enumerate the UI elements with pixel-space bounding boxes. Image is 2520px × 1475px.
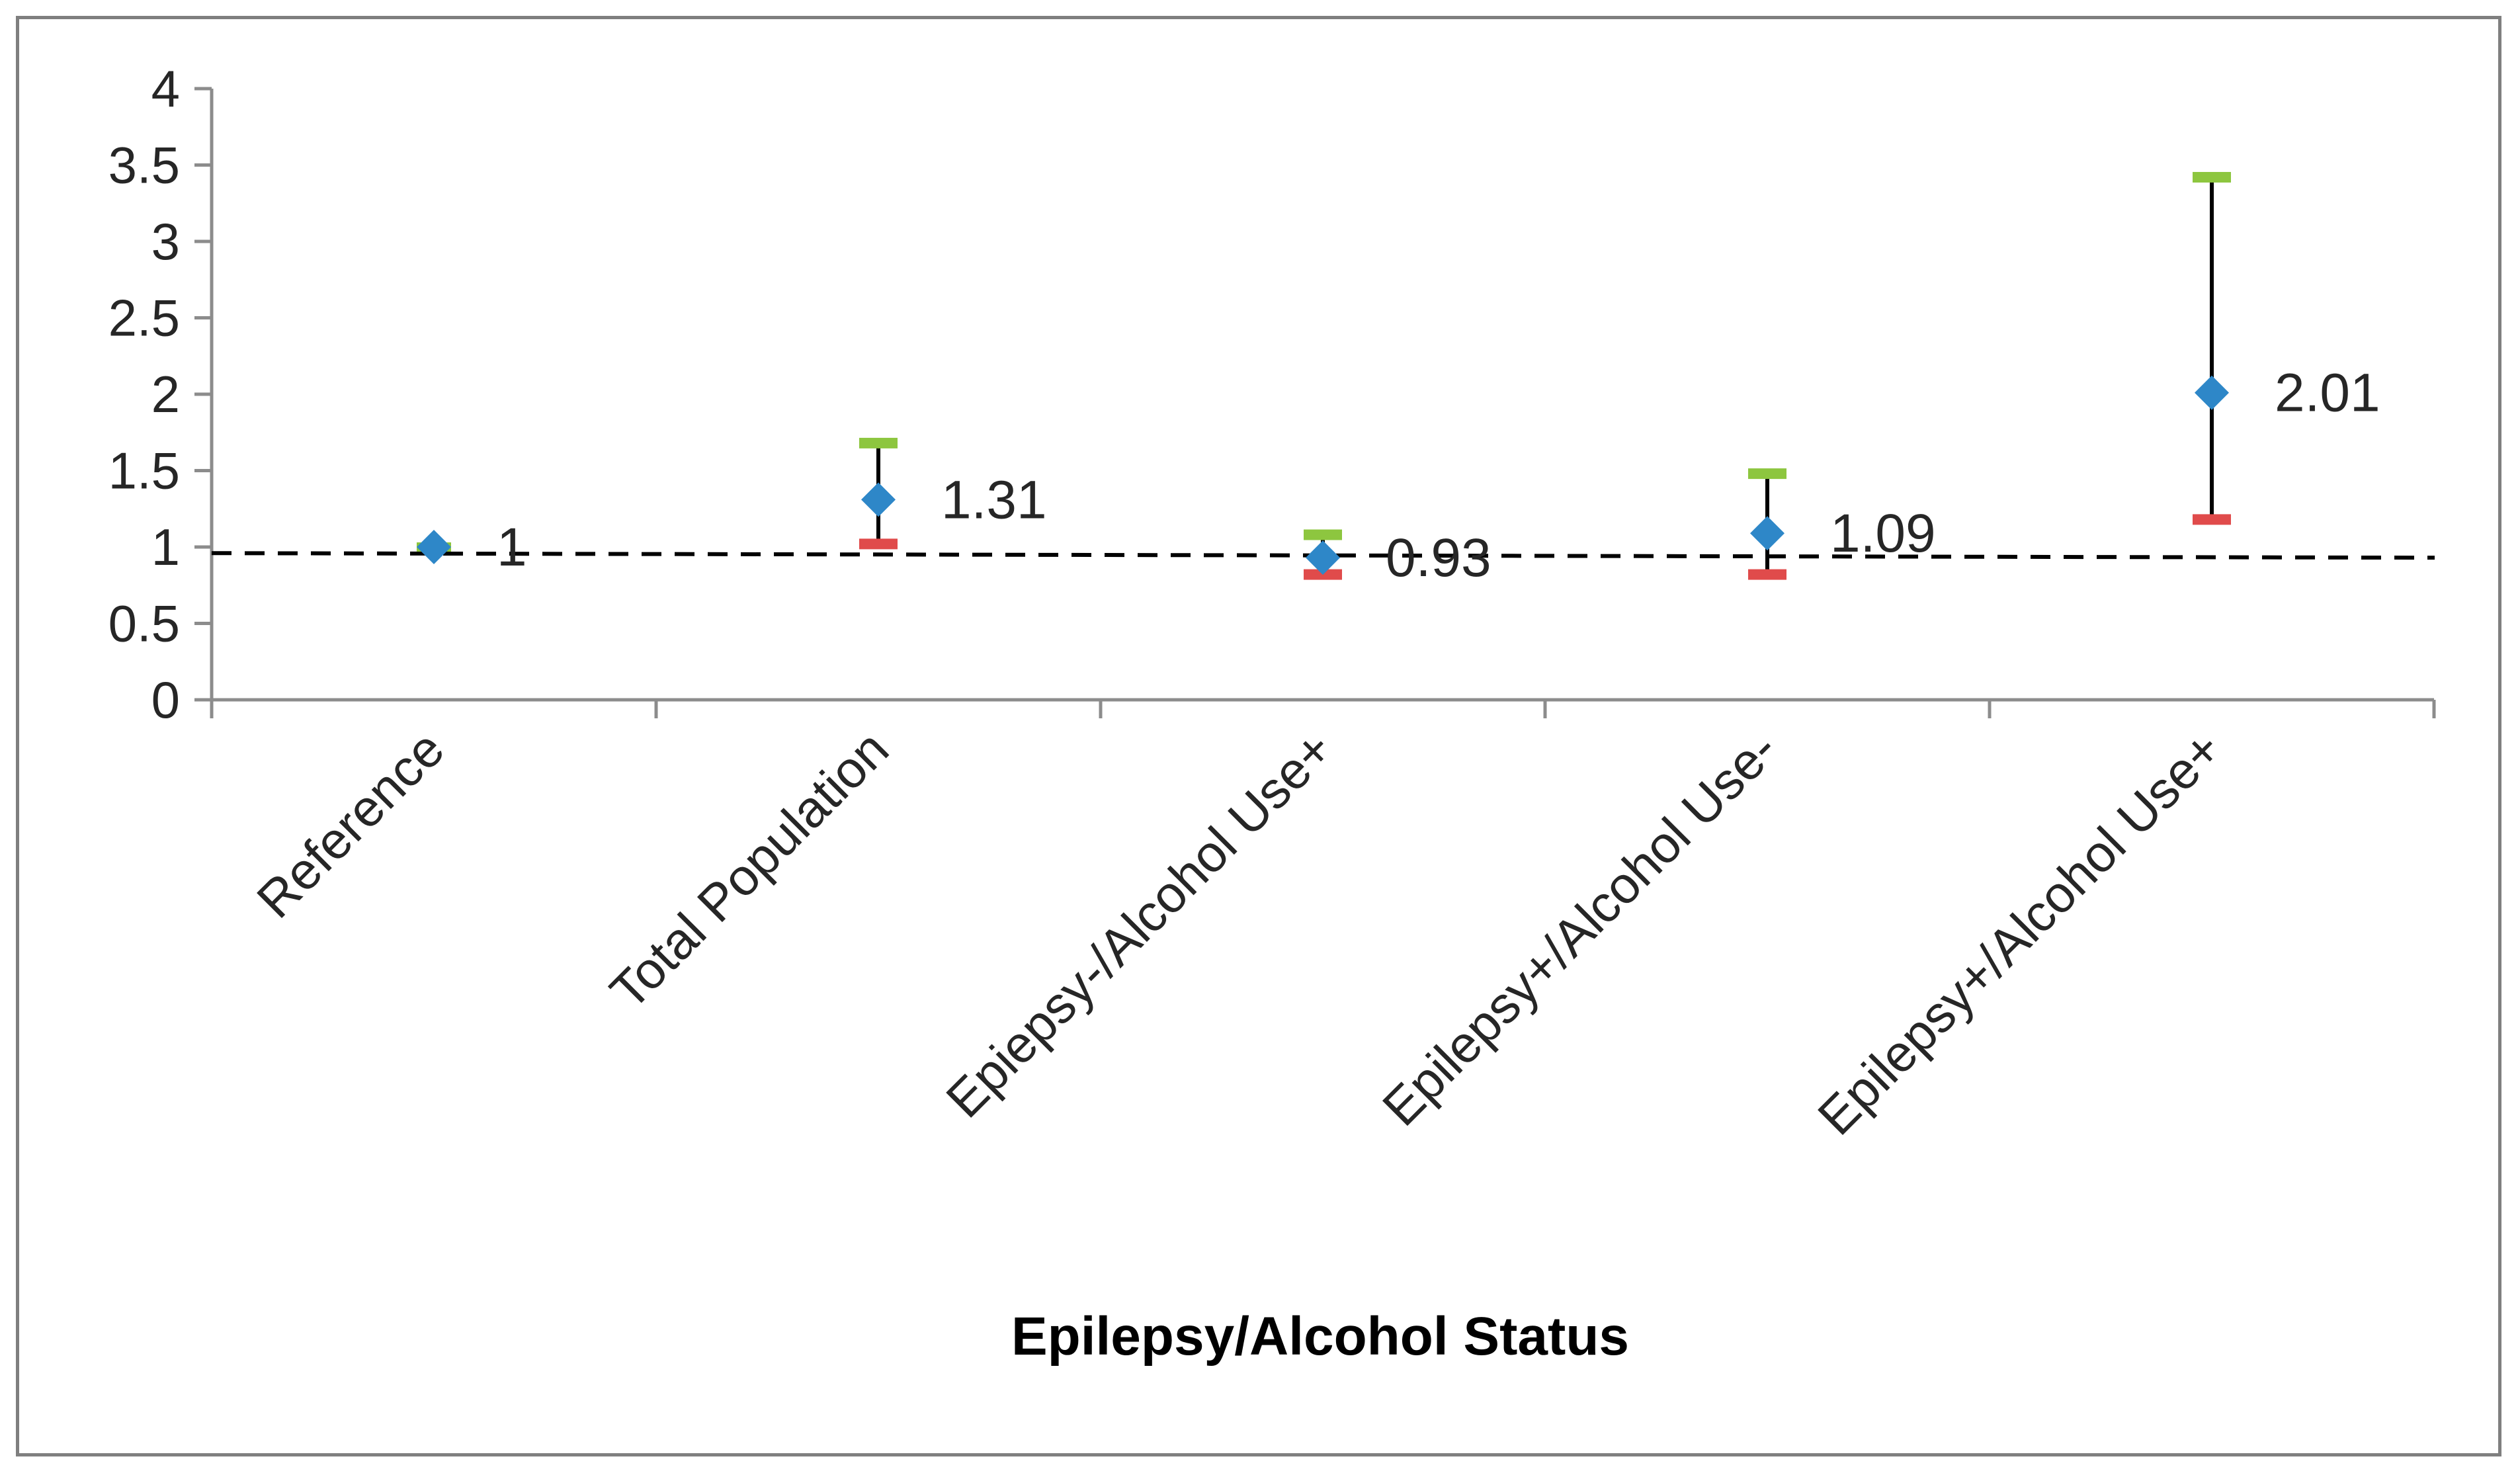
data-labels: 1 1.31 0.93 1.09 2.01 [497, 363, 2380, 588]
y-tick-label: 0 [151, 671, 180, 729]
upper-ci-cap [1304, 529, 1342, 540]
x-axis: Reference Total Population Epiepsy-/Alcoho… [210, 698, 2436, 1146]
data-point-marker [417, 530, 451, 564]
y-axis: 0 0.5 1 1.5 2 2.5 3 3.5 4 [108, 60, 214, 729]
data-value-label: 1 [497, 517, 527, 577]
lower-ci-cap [2193, 514, 2231, 525]
data-value-label: 0.93 [1386, 528, 1491, 588]
x-category-label: Epiepsy-/Alcohol Use+ [935, 720, 1344, 1129]
x-category-label: Epilepsy+/Alcohol Use- [1371, 720, 1788, 1137]
reference-line [211, 551, 2435, 560]
lower-ci-cap [1748, 569, 1786, 580]
y-tick-label: 0.5 [108, 595, 180, 653]
y-tick-label: 1.5 [108, 442, 180, 500]
y-tick-label: 1 [151, 518, 180, 576]
chart-frame [16, 16, 2501, 1456]
x-category-label: Epilepsy+/Alcohol Use+ [1806, 720, 2233, 1146]
markers [417, 375, 2229, 575]
reference-line-group [211, 551, 2435, 560]
upper-ci-cap [2193, 171, 2231, 183]
x-category-label: Reference [245, 720, 455, 929]
data-value-label: 2.01 [2275, 363, 2380, 423]
lower-ci-cap [859, 538, 898, 550]
y-tick-label: 4 [151, 60, 180, 118]
y-tick-label: 3.5 [108, 136, 180, 194]
data-point-marker [2195, 375, 2229, 410]
data-point-marker [1750, 516, 1785, 551]
y-tick-label: 2 [151, 365, 180, 423]
y-tick-label: 3 [151, 212, 180, 271]
upper-ci-cap [1748, 468, 1786, 480]
x-axis-title: Epilepsy/Alcohol Status [1011, 1306, 1629, 1367]
x-category-label: Total Population [599, 720, 900, 1021]
data-point-marker [1306, 540, 1340, 575]
data-point-marker [861, 482, 896, 517]
data-value-label: 1.09 [1830, 503, 1936, 564]
data-value-label: 1.31 [941, 470, 1047, 530]
error-bars [417, 171, 2231, 580]
upper-ci-cap [859, 437, 898, 448]
y-tick-label: 2.5 [108, 289, 180, 347]
